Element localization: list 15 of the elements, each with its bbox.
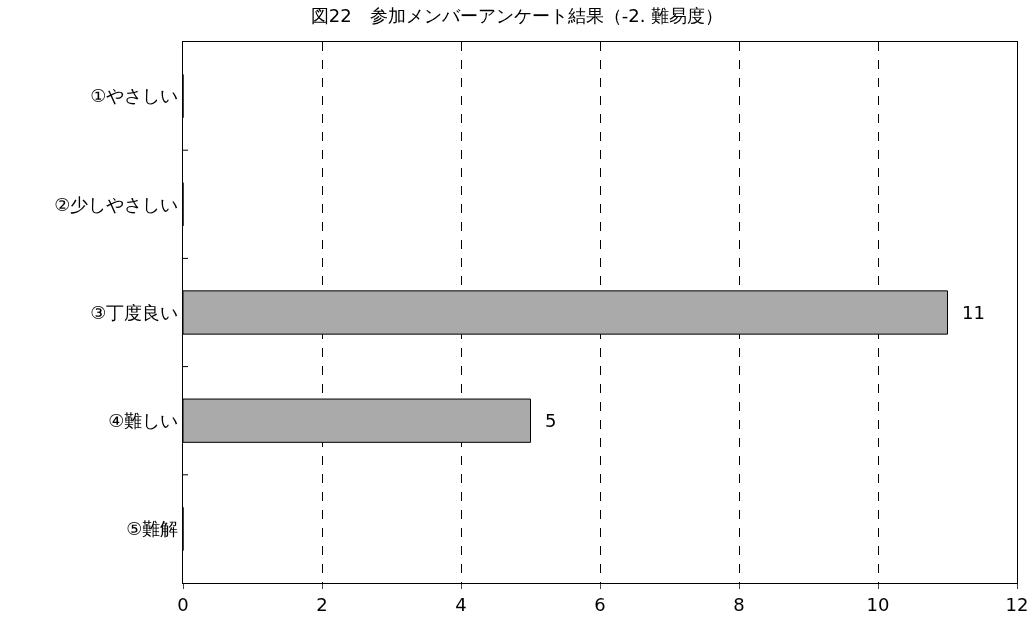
y-tick-label: ③丁度良い xyxy=(90,301,179,323)
x-tick-label: 8 xyxy=(733,593,745,615)
data-label: 11 xyxy=(950,302,985,323)
chart-title: 図22 参加メンバーアンケート結果（-2. 難易度） xyxy=(310,4,724,26)
x-tick-label: 6 xyxy=(594,593,606,615)
x-tick-label: 2 xyxy=(316,593,328,615)
x-tick-label: 12 xyxy=(1005,593,1029,615)
x-tick-label: 4 xyxy=(455,593,467,615)
data-label: 5 xyxy=(533,410,557,432)
y-tick-label: ①やさしい xyxy=(90,85,179,107)
x-tick-label: 10 xyxy=(866,593,890,615)
x-tick-label: 0 xyxy=(177,593,189,615)
y-tick-label: ⑤難解 xyxy=(126,518,179,540)
y-tick-label: ②少しやさしい xyxy=(54,193,179,215)
y-tick-label: ④難しい xyxy=(108,410,179,431)
